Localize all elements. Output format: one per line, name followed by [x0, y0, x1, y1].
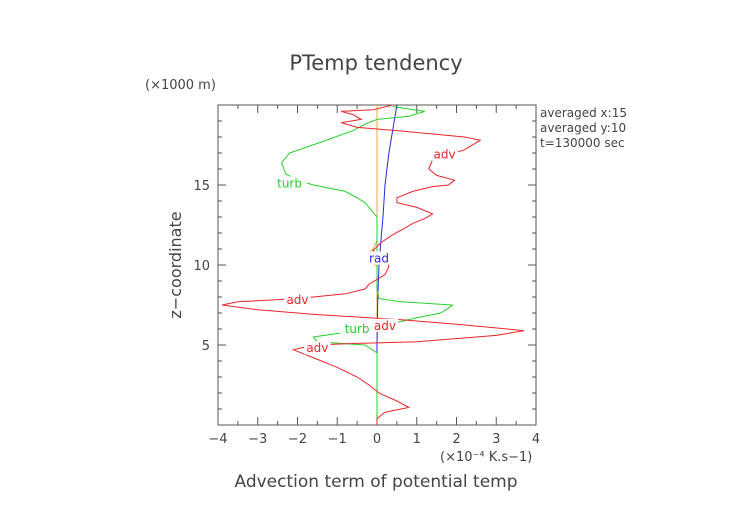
- x-tick-label: 4: [532, 432, 540, 447]
- series-label-adv: adv: [306, 341, 328, 355]
- series-label-bg: [340, 322, 375, 335]
- info-line-3: t=130000 sec: [540, 136, 625, 150]
- y-tick-label: 15: [193, 179, 210, 194]
- info-line-2: averaged y:10: [540, 121, 626, 135]
- x-tick-label: −3: [248, 432, 267, 447]
- x-tick-label: 1: [413, 432, 421, 447]
- series-label-bg: [365, 251, 393, 265]
- x-tick-label: 0: [373, 432, 381, 447]
- series-label-adv: adv: [374, 319, 396, 333]
- y-unit-label: (×1000 m): [145, 78, 216, 93]
- x-tick-label: −1: [328, 432, 347, 447]
- chart-title: PTemp tendency: [289, 51, 462, 75]
- x-tick-label: 3: [492, 432, 500, 447]
- x-unit-label: (×10⁻⁴ K.s−1): [440, 450, 532, 465]
- series-label-bg: [284, 293, 311, 307]
- x-axis-title: Advection term of potential temp: [234, 472, 517, 492]
- series-label-bg: [431, 147, 458, 161]
- info-line-1: averaged x:15: [540, 106, 627, 120]
- series-label-turb: turb: [345, 322, 370, 336]
- series-line-turb: [281, 106, 454, 425]
- series-label-turb: turb: [277, 176, 302, 190]
- y-axis-title: z−coordinate: [166, 211, 185, 318]
- x-tick-label: −4: [208, 432, 227, 447]
- y-tick-labels: 5 10 15: [193, 179, 210, 354]
- series-label-adv: adv: [434, 148, 456, 162]
- y-tick-label: 10: [193, 259, 210, 274]
- x-tick-label: −2: [288, 432, 307, 447]
- series-label-adv: adv: [286, 293, 308, 307]
- series-label-bg: [371, 318, 399, 332]
- y-tick-label: 5: [202, 339, 210, 354]
- series-label-rad: rad: [369, 252, 389, 266]
- x-tick-labels: −4 −3 −2 −1 0 1 2 3 4: [208, 432, 540, 447]
- series-label-bg: [272, 176, 307, 190]
- series-label-bg: [304, 341, 331, 355]
- x-tick-label: 2: [452, 432, 460, 447]
